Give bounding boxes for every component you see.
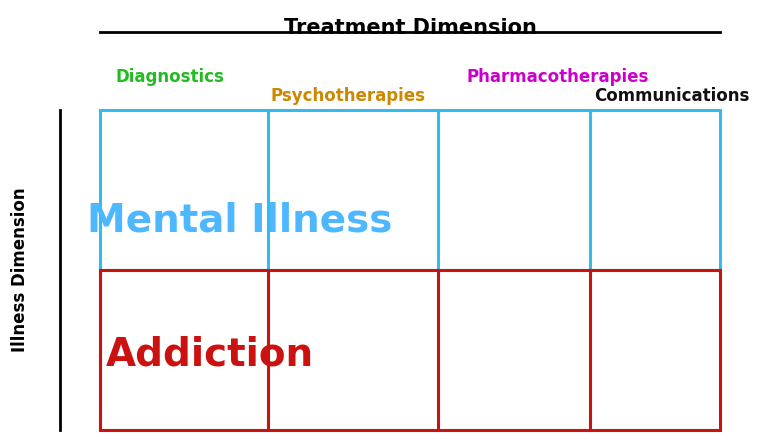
Text: Mental Illness: Mental Illness xyxy=(87,201,393,239)
Text: Diagnostics: Diagnostics xyxy=(116,68,224,86)
Bar xyxy=(100,270,720,430)
Text: Treatment Dimension: Treatment Dimension xyxy=(283,18,537,38)
Text: Communications: Communications xyxy=(594,87,749,105)
Text: Pharmacotherapies: Pharmacotherapies xyxy=(467,68,649,86)
Text: Psychotherapies: Psychotherapies xyxy=(271,87,426,105)
Text: Illness Dimension: Illness Dimension xyxy=(11,188,29,352)
Text: Addiction: Addiction xyxy=(106,336,314,374)
Bar xyxy=(100,110,720,270)
